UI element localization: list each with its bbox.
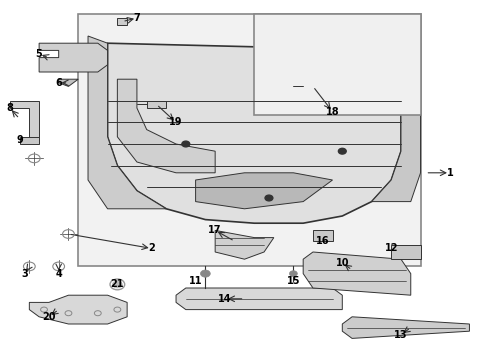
Circle shape — [289, 271, 297, 276]
Text: 3: 3 — [21, 269, 28, 279]
Text: 1: 1 — [446, 168, 452, 178]
Circle shape — [338, 148, 346, 154]
Text: 17: 17 — [208, 225, 222, 235]
Polygon shape — [390, 245, 420, 259]
Text: 9: 9 — [16, 135, 23, 145]
Text: 19: 19 — [169, 117, 183, 127]
Circle shape — [112, 281, 122, 288]
Text: 4: 4 — [55, 269, 62, 279]
Polygon shape — [293, 79, 322, 94]
Polygon shape — [146, 101, 166, 108]
Polygon shape — [117, 79, 215, 173]
Polygon shape — [107, 43, 400, 223]
Text: 14: 14 — [218, 294, 231, 304]
Polygon shape — [117, 18, 127, 25]
Text: 11: 11 — [188, 276, 202, 286]
Polygon shape — [29, 295, 127, 324]
Text: 5: 5 — [36, 49, 42, 59]
FancyBboxPatch shape — [254, 14, 420, 115]
Circle shape — [182, 141, 189, 147]
Polygon shape — [215, 230, 273, 259]
Text: 7: 7 — [133, 13, 140, 23]
Polygon shape — [10, 101, 39, 137]
Polygon shape — [195, 173, 332, 209]
Circle shape — [264, 195, 272, 201]
Polygon shape — [312, 230, 332, 241]
Text: 8: 8 — [6, 103, 13, 113]
Text: 16: 16 — [315, 236, 329, 246]
Text: 21: 21 — [110, 279, 124, 289]
Text: 2: 2 — [148, 243, 155, 253]
Polygon shape — [303, 252, 410, 295]
Text: 12: 12 — [384, 243, 397, 253]
Polygon shape — [39, 43, 107, 72]
Polygon shape — [371, 43, 420, 202]
Circle shape — [200, 270, 210, 277]
Polygon shape — [59, 79, 78, 86]
Polygon shape — [176, 288, 342, 310]
Text: 10: 10 — [335, 258, 348, 268]
FancyBboxPatch shape — [78, 14, 420, 266]
Text: 15: 15 — [286, 276, 300, 286]
Polygon shape — [88, 36, 166, 209]
Text: 13: 13 — [393, 330, 407, 340]
Text: 20: 20 — [42, 312, 56, 322]
Text: 6: 6 — [55, 78, 62, 88]
Polygon shape — [342, 317, 468, 338]
Text: 18: 18 — [325, 107, 339, 117]
Polygon shape — [20, 137, 39, 144]
